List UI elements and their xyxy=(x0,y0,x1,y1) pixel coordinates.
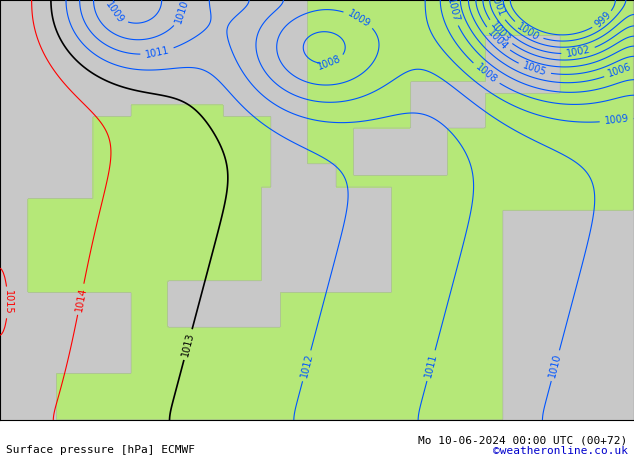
Text: 1011: 1011 xyxy=(145,45,171,60)
Text: Surface pressure [hPa] ECMWF: Surface pressure [hPa] ECMWF xyxy=(6,445,195,455)
Text: 1008: 1008 xyxy=(316,54,342,72)
Text: 1009: 1009 xyxy=(604,114,630,127)
Text: 1010: 1010 xyxy=(548,352,563,379)
Text: 1010: 1010 xyxy=(173,0,190,25)
Text: 1006: 1006 xyxy=(607,62,633,79)
Text: 1003: 1003 xyxy=(488,20,512,45)
Text: 1005: 1005 xyxy=(521,61,548,78)
Text: 1000: 1000 xyxy=(515,21,541,43)
Text: 1014: 1014 xyxy=(74,286,88,312)
Text: 1004: 1004 xyxy=(485,27,509,52)
Text: ©weatheronline.co.uk: ©weatheronline.co.uk xyxy=(493,446,628,456)
Text: Mo 10-06-2024 00:00 UTC (00+72): Mo 10-06-2024 00:00 UTC (00+72) xyxy=(418,436,628,446)
Text: 1011: 1011 xyxy=(424,352,439,379)
Text: 1013: 1013 xyxy=(180,331,196,358)
Text: 1009: 1009 xyxy=(346,8,372,29)
Text: 1001: 1001 xyxy=(488,0,507,19)
Text: 1015: 1015 xyxy=(3,290,13,315)
Text: 1012: 1012 xyxy=(299,353,314,379)
Text: 1009: 1009 xyxy=(103,0,126,26)
Text: 1002: 1002 xyxy=(566,45,592,59)
Text: 1007: 1007 xyxy=(445,0,460,24)
Text: 999: 999 xyxy=(593,10,613,30)
Text: 1008: 1008 xyxy=(474,62,498,85)
